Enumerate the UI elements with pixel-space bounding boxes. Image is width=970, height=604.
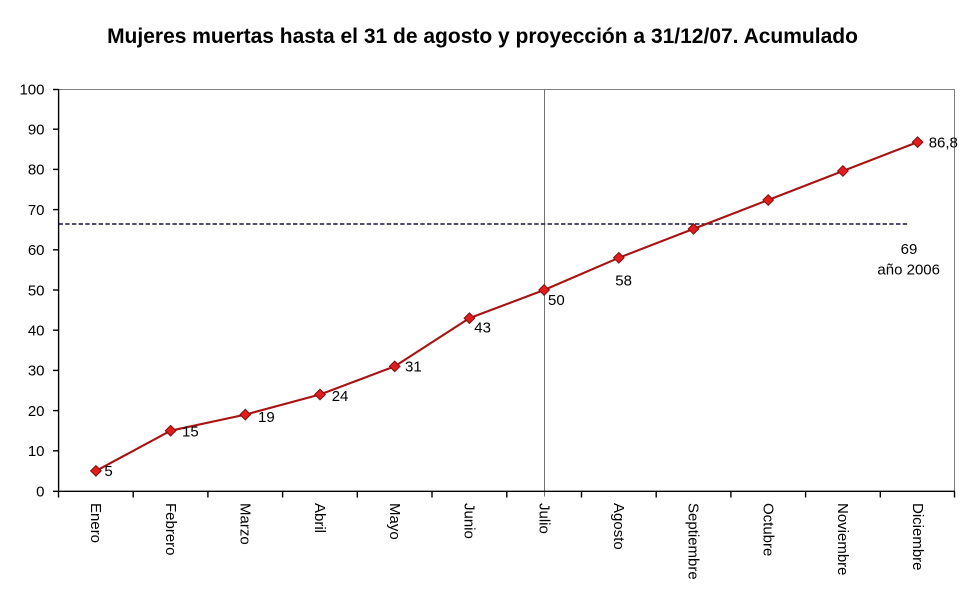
svg-text:Mayo: Mayo bbox=[386, 503, 403, 540]
svg-text:43: 43 bbox=[474, 319, 491, 336]
svg-text:Marzo: Marzo bbox=[237, 503, 254, 545]
svg-text:Noviembre: Noviembre bbox=[834, 503, 851, 576]
svg-text:86,8: 86,8 bbox=[929, 134, 958, 151]
svg-text:19: 19 bbox=[258, 409, 275, 426]
svg-text:100: 100 bbox=[19, 81, 44, 98]
svg-text:año 2006: año 2006 bbox=[877, 261, 940, 278]
svg-text:Febrero: Febrero bbox=[162, 503, 179, 556]
svg-text:50: 50 bbox=[28, 282, 45, 299]
svg-text:Diciembre: Diciembre bbox=[909, 503, 926, 571]
svg-text:Julio: Julio bbox=[535, 503, 552, 534]
svg-text:90: 90 bbox=[28, 122, 45, 139]
svg-text:Octubre: Octubre bbox=[759, 503, 776, 556]
svg-text:70: 70 bbox=[28, 202, 45, 219]
svg-text:5: 5 bbox=[104, 463, 112, 480]
svg-text:24: 24 bbox=[332, 388, 349, 405]
svg-text:31: 31 bbox=[405, 358, 422, 375]
svg-text:40: 40 bbox=[28, 323, 45, 340]
svg-text:69: 69 bbox=[901, 241, 918, 258]
svg-text:15: 15 bbox=[182, 423, 199, 440]
svg-text:80: 80 bbox=[28, 162, 45, 179]
svg-text:Abril: Abril bbox=[311, 503, 328, 533]
svg-text:50: 50 bbox=[548, 292, 565, 309]
svg-text:60: 60 bbox=[28, 242, 45, 259]
svg-text:Mujeres muertas hasta el 31 de: Mujeres muertas hasta el 31 de agosto y … bbox=[107, 25, 858, 48]
svg-text:58: 58 bbox=[615, 272, 632, 289]
svg-text:Junio: Junio bbox=[461, 503, 478, 539]
svg-text:Septiembre: Septiembre bbox=[685, 503, 702, 580]
svg-text:10: 10 bbox=[28, 443, 45, 460]
svg-text:20: 20 bbox=[28, 403, 45, 420]
svg-text:Enero: Enero bbox=[87, 503, 104, 543]
svg-text:30: 30 bbox=[28, 363, 45, 380]
svg-text:Agosto: Agosto bbox=[610, 503, 627, 550]
svg-text:0: 0 bbox=[36, 483, 44, 500]
